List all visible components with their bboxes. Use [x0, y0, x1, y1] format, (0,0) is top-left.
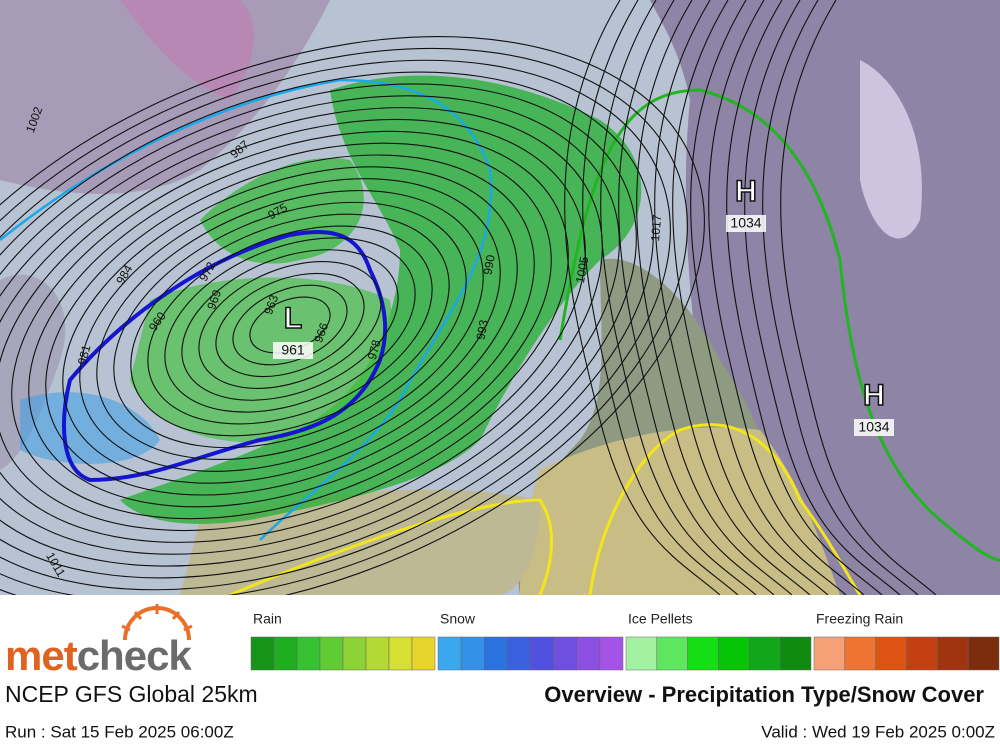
legend-swatch	[813, 636, 846, 671]
legend-swatch	[411, 636, 436, 671]
legend-swatch	[599, 636, 624, 671]
isobar	[654, 0, 811, 595]
isobar	[780, 0, 937, 595]
footer	[0, 595, 1000, 749]
legend-swatch	[779, 636, 812, 671]
pressure-symbol: L	[284, 302, 302, 335]
logo-part: met	[5, 632, 78, 679]
isobar	[600, 0, 757, 595]
isobar	[79, 178, 501, 472]
isobar-label: 990	[481, 253, 498, 275]
pressure-value: 1034	[730, 215, 761, 231]
legend-swatch	[967, 636, 1000, 671]
run-time: Run : Sat 15 Feb 2025 06:00Z	[5, 722, 234, 741]
legend-swatch	[319, 636, 344, 671]
legend-swatch	[250, 636, 275, 671]
legend-swatch	[365, 636, 390, 671]
isobar	[164, 237, 416, 413]
isobar	[0, 47, 688, 595]
legend-swatch	[937, 636, 969, 671]
isobar	[198, 261, 382, 389]
model-name: NCEP GFS Global 25km	[5, 681, 258, 707]
isobar-label: 969	[204, 288, 224, 312]
legend-swatch	[437, 636, 462, 671]
isobar	[113, 201, 467, 449]
isobar	[181, 249, 399, 401]
isobar	[762, 0, 919, 595]
isobar	[0, 83, 637, 567]
isobar	[45, 154, 535, 496]
legend-label: Freezing Rain	[816, 611, 903, 627]
legend-swatch	[576, 636, 601, 671]
legend-swatch	[749, 636, 781, 671]
isobar	[215, 272, 365, 378]
pressure-symbol: H	[863, 379, 885, 412]
isobar	[708, 0, 865, 595]
legend-swatch	[507, 636, 531, 671]
isobar-label: 981	[75, 343, 94, 366]
legend-swatch	[844, 636, 876, 671]
isobar	[636, 0, 793, 595]
pressure-value: 1034	[858, 419, 889, 435]
legend-swatch	[388, 636, 413, 671]
isobar	[726, 0, 883, 595]
legend: Rain Snow Ice Pellets Freezing Rain	[250, 611, 1000, 671]
isobar	[564, 0, 721, 595]
legend-swatch	[718, 636, 750, 671]
isobar	[0, 71, 654, 579]
valid-time: Valid : Wed 19 Feb 2025 0:00Z	[761, 722, 995, 741]
isobar	[11, 130, 569, 520]
isobar	[582, 0, 739, 595]
isobar	[62, 166, 518, 484]
pressure-value: 961	[281, 342, 305, 358]
isobar-label: 966	[311, 321, 331, 345]
isobar	[147, 225, 433, 425]
pressure-value-bg	[726, 215, 766, 232]
legend-swatch	[656, 636, 688, 671]
pressure-value-bg	[854, 419, 894, 436]
isobar	[28, 142, 552, 508]
map	[0, 0, 1000, 595]
legend-label: Rain	[253, 611, 282, 627]
isobar-label: 963	[261, 293, 281, 317]
logo: metcheck	[5, 604, 193, 679]
isobar	[0, 118, 586, 532]
logo-part: check	[77, 632, 193, 679]
pressure-value-bg	[273, 342, 313, 359]
legend-swatch	[875, 636, 907, 671]
legend-swatch	[296, 636, 321, 671]
legend-swatch	[460, 636, 485, 671]
isobar	[96, 190, 484, 460]
legend-swatch	[273, 636, 298, 671]
isobar-label: 1017	[648, 214, 664, 242]
isobar	[672, 0, 829, 595]
product-title: Overview - Precipitation Type/Snow Cover	[544, 682, 984, 707]
isobar	[744, 0, 901, 595]
legend-swatch	[342, 636, 367, 671]
legend-swatch	[530, 636, 554, 671]
legend-swatch	[687, 636, 719, 671]
pressure-symbol: H	[735, 175, 757, 208]
isobar	[0, 59, 671, 591]
isobar-label: 993	[474, 318, 491, 340]
legend-swatch	[484, 636, 508, 671]
legend-swatch	[553, 636, 577, 671]
isobar	[690, 0, 847, 595]
isobar-label: 1005	[573, 255, 591, 284]
logo-text: metcheck	[5, 632, 192, 679]
legend-swatch	[906, 636, 938, 671]
legend-label: Ice Pellets	[628, 611, 693, 627]
legend-swatch	[625, 636, 658, 671]
isobar-label: 978	[365, 338, 384, 361]
isobar	[618, 0, 775, 595]
isobar	[130, 213, 450, 437]
isobar	[0, 95, 620, 555]
isobar	[0, 107, 603, 543]
legend-label: Snow	[440, 611, 476, 627]
